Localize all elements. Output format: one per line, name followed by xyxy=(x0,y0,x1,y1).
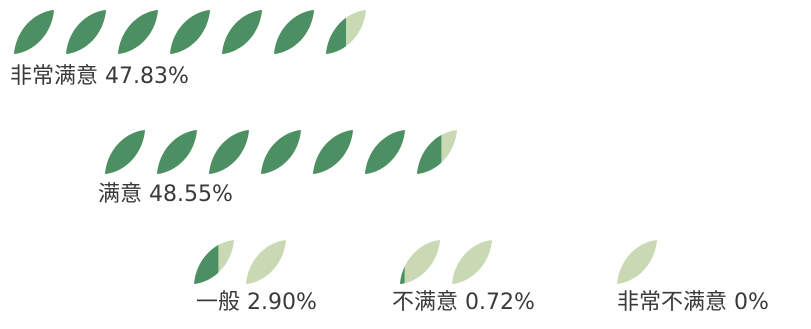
leaf-icon xyxy=(452,240,492,284)
leaf-icon xyxy=(66,10,106,54)
leaf-filled-part xyxy=(66,10,106,54)
leaf-filled-part xyxy=(118,10,158,54)
leaf-filled-part xyxy=(261,130,301,174)
leaf-icon xyxy=(14,10,54,54)
leaf-empty-part xyxy=(246,240,286,284)
leaf-filled-part xyxy=(313,130,353,174)
leaf-filled-part xyxy=(105,130,145,174)
leaf-icon xyxy=(194,240,234,284)
leaf-icon xyxy=(222,10,262,54)
leaf-empty-part xyxy=(452,240,492,284)
leaf-icon xyxy=(209,130,249,174)
leaf-filled-part xyxy=(222,10,262,54)
leaf-empty-part xyxy=(617,240,657,284)
leaf-icon xyxy=(617,240,657,284)
leaf-filled-part xyxy=(274,10,314,54)
leaf-icon xyxy=(417,130,457,174)
leaf-filled-part xyxy=(14,10,54,54)
leaf-empty-part xyxy=(400,240,440,284)
leaf-icon xyxy=(313,130,353,174)
leaf-icon xyxy=(400,240,440,284)
leaf-icon xyxy=(170,10,210,54)
category-label-dissatisfied: 不满意 0.72% xyxy=(392,290,535,315)
leaf-icon xyxy=(118,10,158,54)
leaf-icon xyxy=(105,130,145,174)
category-label-satisfied: 满意 48.55% xyxy=(98,182,233,207)
leaf-icon xyxy=(326,10,366,54)
leaf-filled-part xyxy=(365,130,405,174)
leaf-filled-part xyxy=(170,10,210,54)
leaf-icon xyxy=(365,130,405,174)
leaf-icon xyxy=(274,10,314,54)
leaf-icon xyxy=(261,130,301,174)
category-label-very-dissatisfied: 非常不满意 0% xyxy=(617,290,769,315)
leaf-icon xyxy=(246,240,286,284)
leaf-filled-part xyxy=(157,130,197,174)
category-label-very-satisfied: 非常满意 47.83% xyxy=(10,64,189,89)
category-label-neutral: 一般 2.90% xyxy=(196,290,317,315)
leaf-filled-part xyxy=(209,130,249,174)
leaf-icon xyxy=(157,130,197,174)
